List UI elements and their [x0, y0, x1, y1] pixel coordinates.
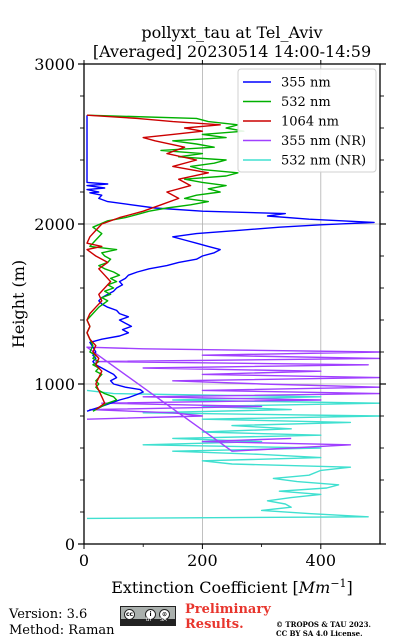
y-tick-label: 1000 — [34, 375, 75, 394]
preliminary-notice: Preliminary Results. — [185, 602, 271, 632]
series-line-2 — [86, 114, 245, 412]
series-line-1 — [86, 115, 375, 412]
x-axis-label: Extinction Coefficient [Mm−1] — [111, 577, 353, 598]
series-line-5 — [86, 389, 380, 520]
extinction-profile-chart: pollyxt_tau at Tel_Aviv [Averaged] 20230… — [9, 23, 386, 598]
y-axis-label: Height (m) — [9, 260, 28, 348]
method-text: Method: Raman — [9, 623, 115, 638]
legend-label: 1064 nm — [281, 115, 339, 130]
plot-frame — [83, 63, 381, 545]
badge-bar: BY SA — [121, 617, 175, 625]
x-tick-label: 400 — [306, 551, 337, 570]
cc-license-badge: cc i ⊙ BY SA — [120, 606, 176, 626]
legend-label: 355 nm (NR) — [281, 134, 366, 149]
copyright-notice: © TROPOS & TAU 2023. CC BY SA 4.0 Licens… — [276, 620, 371, 638]
legend-label: 355 nm — [281, 76, 331, 91]
axis-ticks: 0 200 400 0 1000 2000 3000 — [34, 55, 386, 570]
chart-title: pollyxt_tau at Tel_Aviv — [141, 23, 322, 42]
badge-by-tag: BY — [146, 617, 153, 623]
y-tick-label: 2000 — [34, 215, 75, 234]
copyright-line-1: © TROPOS & TAU 2023. — [276, 620, 371, 629]
series-line-4 — [86, 346, 380, 452]
y-tick-label: 3000 — [34, 55, 75, 74]
version-text: Version: 3.6 — [9, 607, 88, 622]
x-tick-label: 200 — [187, 551, 218, 570]
chart-subtitle: [Averaged] 20230514 14:00-14:59 — [93, 42, 371, 61]
series-line-3 — [86, 114, 221, 411]
legend-box — [237, 68, 377, 173]
legend-label: 532 nm (NR) — [281, 154, 366, 169]
legend: 355 nm 532 nm 1064 nm 355 nm (NR) 532 nm (NR… — [237, 68, 377, 173]
badge-sa-tag: SA — [160, 617, 167, 623]
legend-label: 532 nm — [281, 95, 331, 110]
preliminary-line-2: Results. — [185, 617, 244, 632]
preliminary-line-1: Preliminary — [185, 602, 271, 617]
series-layer — [86, 114, 380, 520]
y-tick-label: 0 — [65, 535, 75, 554]
x-tick-label: 0 — [79, 551, 89, 570]
copyright-line-2: CC BY SA 4.0 License. — [276, 629, 363, 638]
